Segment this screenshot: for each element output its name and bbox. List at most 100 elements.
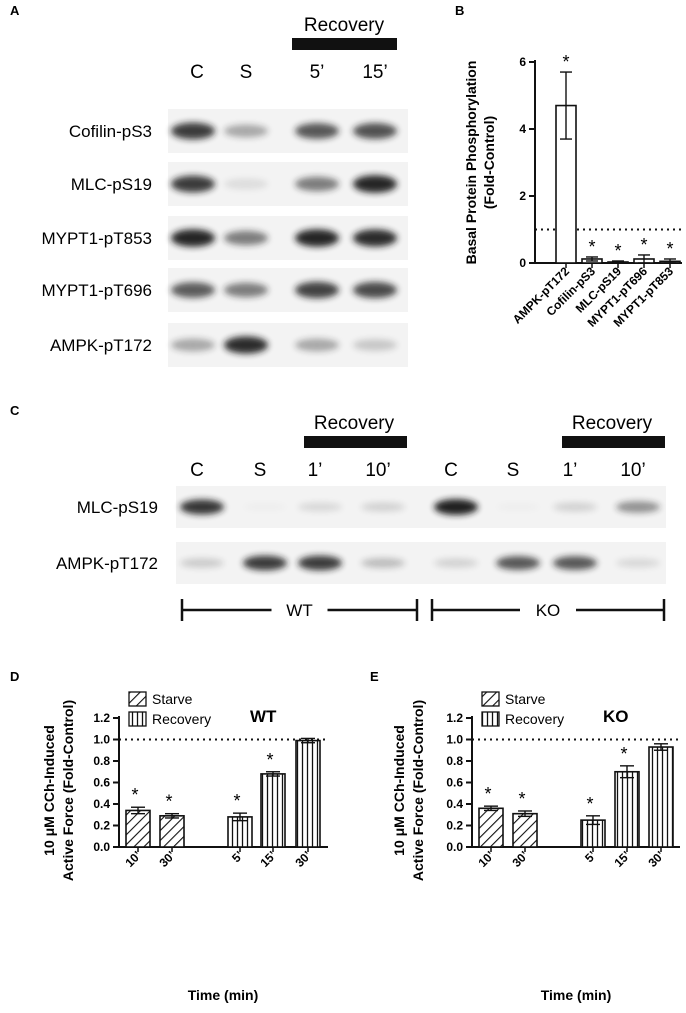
y-tick-label: 0.6 <box>446 776 463 790</box>
x-tick-label: 15’ <box>257 848 279 870</box>
significance-marker: * <box>586 794 593 814</box>
blot-band <box>171 338 215 352</box>
y-tick-label: 0.0 <box>93 840 110 854</box>
significance-marker: * <box>131 785 138 805</box>
blot-band <box>224 178 268 190</box>
blot-band <box>353 123 397 139</box>
significance-marker: * <box>518 789 525 809</box>
y-tick-label: 0.8 <box>93 754 110 768</box>
y-tick-label: 1.2 <box>446 711 463 725</box>
significance-marker: * <box>614 241 621 261</box>
blot-band <box>616 501 660 513</box>
chart-panel-d: 0.0 0.2 0.4 0.6 0.8 1.0 1.2 10 μM CCh-Induced Ac… <box>41 691 328 1003</box>
y-tick-label: 0.6 <box>93 776 110 790</box>
bar <box>159 815 185 848</box>
y-tick-label: 2 <box>519 189 526 203</box>
blot-band <box>224 336 268 354</box>
blot-band <box>353 229 397 247</box>
bar <box>614 770 640 848</box>
significance-marker: * <box>666 239 673 259</box>
blot-panel-c: Recovery Recovery C S 1’ 10’ C S 1’ 10’ MLC-pS19 AM… <box>56 413 666 621</box>
bar <box>648 746 674 848</box>
blot-band <box>171 122 215 140</box>
blot-band <box>224 230 268 246</box>
y-axis-title: 10 μM CCh-Induced <box>41 725 57 856</box>
lane-label: C <box>190 460 204 481</box>
y-axis-title-units: (Fold-Control) <box>481 116 497 209</box>
y-tick-label: 1.2 <box>93 711 110 725</box>
y-tick-label: 1.0 <box>446 733 463 747</box>
blot-row-label: MLC-pS19 <box>71 175 152 194</box>
legend-swatch-starve <box>481 691 500 707</box>
blot-band <box>553 556 597 570</box>
legend-label-starve: Starve <box>152 691 193 707</box>
lane-label: 1’ <box>563 460 578 481</box>
blot-band <box>243 503 287 511</box>
lane-label: 10’ <box>620 460 645 481</box>
bar <box>478 807 504 848</box>
blot-band <box>171 229 215 247</box>
lane-label: 10’ <box>365 460 390 481</box>
blot-band <box>298 555 342 571</box>
blot-band <box>243 555 287 571</box>
y-axis-title: 10 μM CCh-Induced <box>391 725 407 856</box>
y-tick-label: 0.4 <box>446 797 463 811</box>
x-tick-label: 30’ <box>509 848 531 870</box>
y-tick-label: 1.0 <box>93 733 110 747</box>
bar <box>227 816 253 848</box>
blot-row-label: AMPK-pT172 <box>56 554 158 573</box>
significance-marker: * <box>266 750 273 770</box>
significance-marker: * <box>484 784 491 804</box>
x-tick-label: 5’ <box>229 848 246 865</box>
y-tick-label: 0.0 <box>446 840 463 854</box>
recovery-bar-ko <box>562 436 665 448</box>
blot-band <box>434 558 478 568</box>
chart-title: KO <box>603 707 629 726</box>
legend-swatch-recovery <box>128 711 147 727</box>
blot-band <box>171 175 215 193</box>
significance-marker: * <box>640 235 647 255</box>
panel-label-a: A <box>10 3 20 18</box>
blot-band <box>295 123 339 139</box>
blot-band <box>171 282 215 298</box>
lane-label: S <box>254 460 267 481</box>
blot-band <box>553 502 597 512</box>
chart-panel-e: 0.0 0.2 0.4 0.6 0.8 1.0 1.2 10 μM CCh-Induced Ac… <box>391 691 680 1003</box>
legend-label-starve: Starve <box>505 691 546 707</box>
blot-band <box>616 558 660 568</box>
lane-label: 15’ <box>362 62 387 83</box>
x-tick-label: 10’ <box>122 848 144 870</box>
group-label: WT <box>286 601 312 620</box>
group-label: KO <box>536 601 561 620</box>
x-tick-label: 15’ <box>611 848 633 870</box>
lane-label: 5’ <box>310 62 325 83</box>
blot-band <box>295 176 339 192</box>
y-tick-label: 4 <box>519 122 526 136</box>
significance-marker: * <box>562 52 569 72</box>
y-axis-title: Basal Protein Phosphorylation <box>463 61 479 265</box>
y-tick-label: 0.2 <box>93 819 110 833</box>
significance-marker: * <box>165 792 172 812</box>
y-tick-label: 0.4 <box>93 797 110 811</box>
chart-title: WT <box>250 707 277 726</box>
bar <box>295 739 321 848</box>
recovery-bar-wt <box>304 436 407 448</box>
recovery-label: Recovery <box>304 15 385 36</box>
x-tick-label: 30’ <box>645 848 667 870</box>
blot-band <box>496 556 540 570</box>
legend-label-recovery: Recovery <box>152 711 211 727</box>
blot-band <box>224 124 268 138</box>
blot-band <box>361 502 405 512</box>
blot-row-label: Cofilin-pS3 <box>69 122 152 141</box>
x-axis-title: Time (min) <box>188 987 259 1003</box>
legend-swatch-starve <box>128 691 147 707</box>
blot-band <box>295 281 339 299</box>
blot-row-label: MYPT1-pT853 <box>41 229 152 248</box>
recovery-bar <box>292 38 397 50</box>
blot-band <box>361 558 405 568</box>
lane-label: C <box>444 460 458 481</box>
recovery-label-ko: Recovery <box>572 413 653 434</box>
x-tick-label: 30’ <box>292 848 314 870</box>
chart-panel-b: 0 2 4 6 Basal Protein Phosphorylation (Fold-C… <box>463 52 682 330</box>
